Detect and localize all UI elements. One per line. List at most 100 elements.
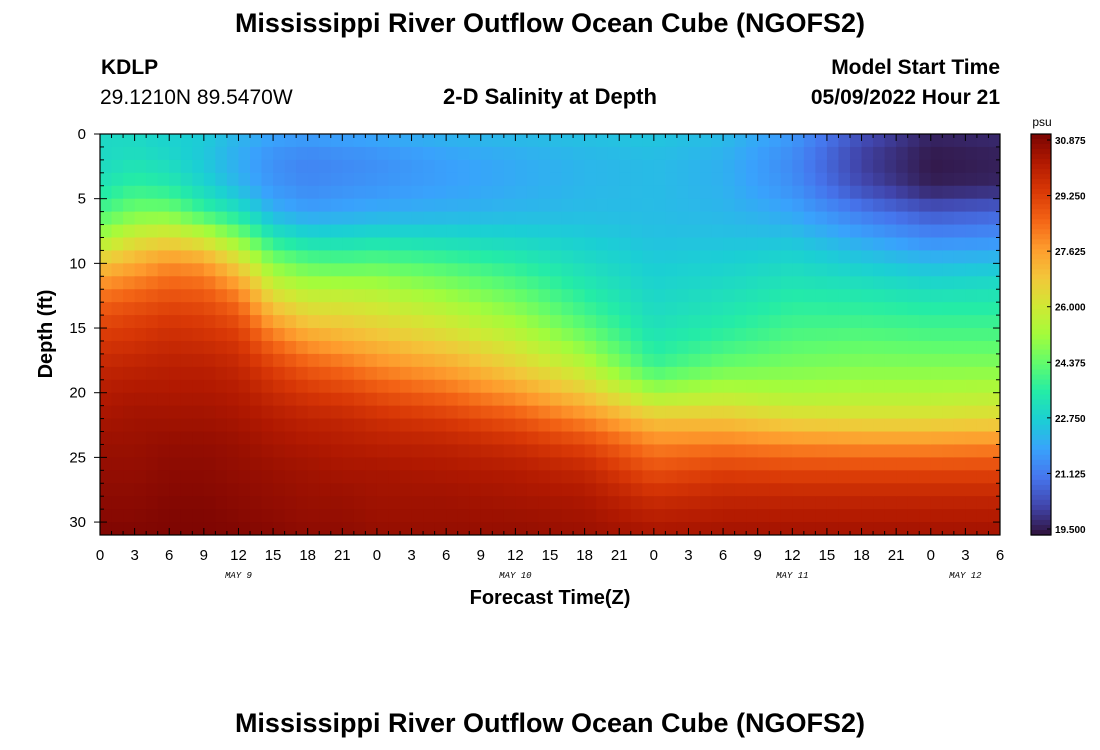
heatmap-cell xyxy=(296,134,309,148)
heatmap-cell xyxy=(307,418,320,433)
heatmap-cell xyxy=(838,457,851,471)
heatmap-cell xyxy=(757,211,770,226)
heatmap-cell xyxy=(723,444,736,458)
heatmap-cell xyxy=(469,379,482,394)
heatmap-cell xyxy=(676,224,690,239)
heatmap-cell xyxy=(400,366,413,381)
heatmap-cell xyxy=(573,418,586,433)
heatmap-cell xyxy=(757,276,770,290)
heatmap-cell xyxy=(630,431,643,446)
heatmap-cell xyxy=(988,328,1000,342)
heatmap-cell xyxy=(503,405,516,420)
heatmap-cell xyxy=(573,159,586,174)
heatmap-cell xyxy=(111,418,124,433)
heatmap-cell xyxy=(653,522,666,535)
heatmap-cell xyxy=(965,172,978,187)
heatmap-cell xyxy=(676,418,690,433)
heatmap-cell xyxy=(411,392,424,407)
heatmap-cell xyxy=(365,172,378,187)
heatmap-cell xyxy=(630,276,643,290)
heatmap-cell xyxy=(861,522,874,535)
heatmap-cell xyxy=(561,392,574,407)
heatmap-cell xyxy=(746,198,759,213)
heatmap-cell xyxy=(665,172,678,187)
heatmap-cell xyxy=(353,353,366,368)
heatmap-cell xyxy=(653,328,666,342)
heatmap-cell xyxy=(584,185,597,200)
heatmap-cell xyxy=(342,263,355,277)
colorbar-segment xyxy=(1031,169,1051,175)
heatmap-cell xyxy=(261,263,274,277)
heatmap-cell xyxy=(942,366,955,381)
heatmap-cell xyxy=(573,276,586,290)
heatmap-cell xyxy=(792,211,805,226)
heatmap-cell xyxy=(826,172,840,187)
heatmap-cell xyxy=(469,134,482,148)
heatmap-cell xyxy=(930,379,943,394)
heatmap-cell xyxy=(965,224,978,239)
heatmap-cell xyxy=(619,263,632,277)
heatmap-cell xyxy=(734,392,747,407)
colorbar-segment xyxy=(1031,224,1051,230)
heatmap-cell xyxy=(134,159,147,174)
heatmap-cell xyxy=(630,470,643,484)
colorbar-segment xyxy=(1031,294,1051,301)
heatmap-cell xyxy=(146,134,159,148)
heatmap-cell xyxy=(919,237,932,252)
heatmap-cell xyxy=(688,496,701,510)
heatmap-cell xyxy=(850,418,863,433)
heatmap-cell xyxy=(607,496,620,510)
heatmap-cell xyxy=(930,418,943,433)
heatmap-cell xyxy=(123,496,136,510)
heatmap-cell xyxy=(284,185,297,200)
heatmap-cell xyxy=(642,418,655,433)
colorbar-segment xyxy=(1031,324,1051,331)
heatmap-cell xyxy=(573,392,586,407)
heatmap-cell xyxy=(769,224,782,239)
heatmap-cell xyxy=(665,237,678,252)
heatmap-cell xyxy=(192,340,205,355)
heatmap-cell xyxy=(907,237,920,252)
heatmap-cell xyxy=(273,509,286,523)
colorbar-tick-label: 29.250 xyxy=(1055,192,1086,203)
heatmap-cell xyxy=(965,496,978,510)
heatmap-cell xyxy=(561,276,574,290)
heatmap-cell xyxy=(388,146,401,161)
heatmap-cell xyxy=(723,211,736,226)
heatmap-cell xyxy=(480,418,493,433)
heatmap-cell xyxy=(319,457,332,471)
heatmap-cell xyxy=(515,289,528,303)
x-tick-label: 6 xyxy=(442,547,450,564)
heatmap-cell xyxy=(826,509,840,523)
heatmap-cell xyxy=(215,250,228,264)
heatmap-cell xyxy=(896,263,909,277)
heatmap-cell xyxy=(919,496,932,510)
heatmap-cell xyxy=(596,379,609,394)
heatmap-cell xyxy=(307,250,320,264)
heatmap-cell xyxy=(942,211,955,226)
heatmap-cell xyxy=(561,457,574,471)
heatmap-cell xyxy=(215,418,228,433)
heatmap-cell xyxy=(815,392,828,407)
heatmap-cell xyxy=(942,444,955,458)
heatmap-cell xyxy=(238,237,251,252)
heatmap-cell xyxy=(203,172,216,187)
heatmap-cell xyxy=(400,146,413,161)
heatmap-cell xyxy=(723,353,736,368)
heatmap-cell xyxy=(157,340,170,355)
heatmap-cell xyxy=(134,509,147,523)
heatmap-cell xyxy=(319,418,332,433)
heatmap-cell xyxy=(238,418,251,433)
heatmap-cell xyxy=(550,431,563,446)
heatmap-cell xyxy=(492,185,505,200)
heatmap-cell xyxy=(100,379,113,394)
heatmap-cell xyxy=(469,340,482,355)
colorbar-tick-label: 27.625 xyxy=(1055,247,1086,258)
heatmap-cell xyxy=(284,418,297,433)
heatmap-cell xyxy=(976,224,990,239)
heatmap-cell xyxy=(480,340,493,355)
colorbar-segment xyxy=(1031,209,1051,215)
heatmap-cell xyxy=(388,457,401,471)
heatmap-cell xyxy=(723,237,736,252)
heatmap-cell xyxy=(273,276,286,290)
